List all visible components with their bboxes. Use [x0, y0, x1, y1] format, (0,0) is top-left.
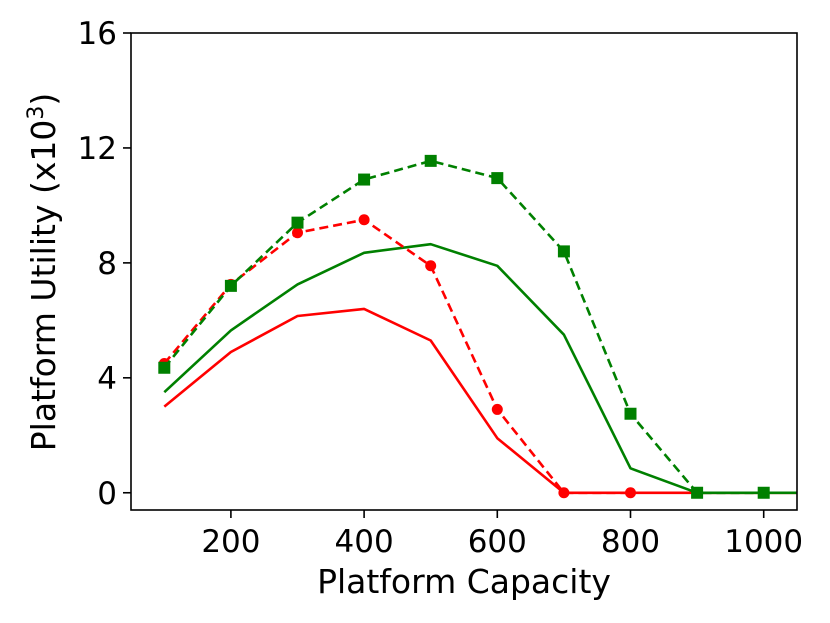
data-point-circle	[292, 227, 303, 239]
data-point-square	[291, 216, 304, 229]
series-layer	[158, 154, 797, 499]
x-tick-label: 1000	[724, 524, 803, 560]
series-line-2	[163, 242, 797, 495]
data-point-square	[557, 245, 570, 258]
data-point-square	[691, 486, 704, 499]
y-tick-label: 12	[78, 131, 117, 167]
y-axis-ticks: 0 4 8 12 16	[78, 16, 131, 512]
data-point-square	[224, 279, 237, 292]
y-tick-label: 0	[97, 476, 117, 512]
x-axis-title: Platform Capacity	[317, 562, 611, 601]
x-tick-label: 800	[601, 524, 660, 560]
y-axis-title-exponent: 3	[24, 106, 49, 120]
y-axis-title-main: Platform Utility (x10	[24, 120, 63, 452]
data-point-circle	[425, 260, 437, 272]
y-tick-label: 4	[97, 361, 117, 397]
data-point-circle	[491, 403, 503, 415]
data-point-square	[424, 154, 437, 167]
data-point-square	[624, 407, 637, 420]
data-point-square	[757, 486, 770, 499]
x-tick-label: 400	[335, 524, 394, 560]
data-point-square	[158, 361, 171, 374]
data-point-circle	[558, 487, 570, 499]
y-tick-label: 8	[97, 246, 117, 282]
x-tick-label: 200	[201, 524, 260, 560]
y-axis-title: Platform Utility (x103)	[24, 93, 63, 452]
data-point-square	[358, 173, 371, 186]
series-line-4	[163, 159, 764, 495]
data-point-square	[491, 172, 504, 185]
y-axis-title-suffix: )	[24, 93, 63, 106]
series-line-1	[163, 307, 797, 495]
plot-frame	[130, 32, 798, 511]
x-axis-ticks: 200 400 600 800 1000	[201, 510, 803, 560]
series-line-3	[163, 218, 631, 495]
x-tick-label: 600	[468, 524, 527, 560]
data-point-circle	[358, 214, 370, 226]
data-point-circle	[625, 487, 636, 499]
y-tick-label: 16	[78, 16, 117, 52]
